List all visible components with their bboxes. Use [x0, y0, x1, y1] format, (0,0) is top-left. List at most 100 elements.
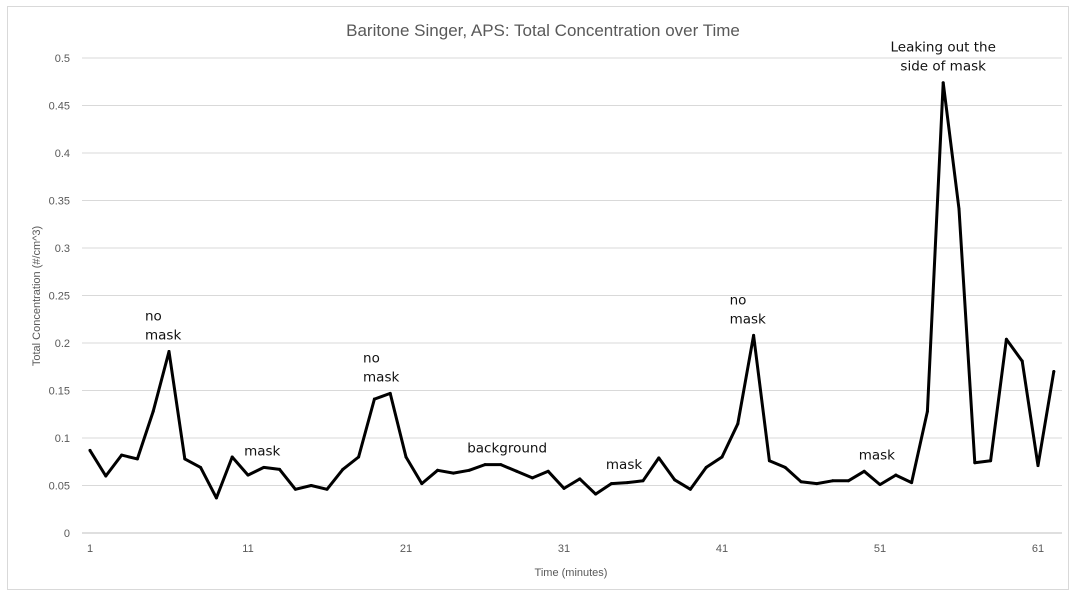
annotation-label: mask: [606, 457, 642, 473]
data-point: [578, 477, 582, 481]
data-point: [799, 480, 803, 484]
gridlines: [82, 57, 1062, 534]
data-point: [278, 467, 282, 471]
data-point: [941, 81, 945, 85]
data-point: [151, 409, 155, 413]
x-tick-label: 11: [242, 543, 253, 555]
x-tick-label: 31: [558, 543, 570, 555]
data-point: [499, 463, 503, 467]
y-axis-title: Total Concentration (#/cm^3): [31, 226, 43, 366]
x-tick-label: 21: [400, 543, 412, 555]
data-point: [420, 482, 424, 486]
y-tick-label: 0.15: [49, 386, 70, 398]
y-tick-label: 0.45: [49, 101, 70, 113]
data-point: [657, 456, 661, 460]
data-point: [736, 422, 740, 426]
data-point: [562, 486, 566, 490]
x-axis-title: Time (minutes): [535, 567, 608, 579]
data-point: [815, 482, 819, 486]
data-point: [515, 469, 519, 473]
data-point: [309, 484, 313, 487]
annotation-label: Leaking out the: [890, 40, 995, 56]
y-tick-label: 0.1: [55, 433, 70, 445]
data-point: [957, 207, 961, 211]
data-point: [167, 350, 171, 354]
data-point: [246, 473, 250, 477]
x-tick-label: 51: [874, 543, 886, 555]
y-tick-label: 0.5: [55, 53, 70, 65]
data-point: [357, 455, 361, 459]
data-point: [436, 468, 440, 472]
y-tick-label: 0.2: [55, 338, 70, 350]
data-point: [783, 465, 787, 469]
annotation-label: mask: [859, 447, 895, 463]
data-point: [894, 473, 898, 477]
data-point: [293, 487, 297, 491]
annotation-label: mask: [363, 369, 399, 385]
data-point: [530, 476, 534, 480]
annotation-label: mask: [730, 311, 766, 327]
data-point: [1020, 359, 1024, 363]
data-point: [451, 471, 455, 475]
data-point: [214, 496, 218, 500]
annotation-label: no: [363, 350, 380, 366]
annotation-label: mask: [145, 328, 181, 344]
data-point: [594, 492, 598, 496]
data-point: [104, 474, 108, 478]
data-point: [862, 469, 866, 473]
annotation-label: no: [145, 309, 162, 325]
data-point: [673, 478, 677, 482]
chart-frame: [7, 6, 1069, 590]
data-point: [720, 455, 724, 459]
y-tick-label: 0: [64, 528, 70, 540]
x-tick-label: 61: [1032, 543, 1044, 555]
y-tick-label: 0.05: [49, 481, 70, 493]
data-point: [625, 481, 629, 485]
data-point: [609, 482, 613, 486]
data-point: [483, 463, 487, 467]
data-point: [831, 479, 835, 483]
data-point: [704, 465, 708, 469]
annotations: no mask mask no mask background mask no mask mask…: [145, 40, 996, 473]
y-tick-label: 0.4: [55, 148, 70, 160]
data-point: [388, 391, 392, 395]
data-point: [341, 467, 345, 471]
data-point: [989, 459, 993, 463]
y-axis-ticks: 0 0.05 0.1 0.15 0.2 0.25 0.3 0.35 0.4 0.45 0.5: [49, 53, 70, 540]
data-point: [767, 459, 771, 463]
data-point: [752, 333, 756, 337]
y-tick-label: 0.25: [49, 291, 70, 303]
data-point: [262, 465, 266, 469]
data-point: [199, 465, 203, 469]
data-point: [120, 453, 124, 457]
x-tick-label: 1: [87, 543, 93, 555]
data-point: [1052, 370, 1056, 373]
data-point: [88, 448, 92, 452]
data-point: [925, 409, 929, 413]
y-tick-label: 0.3: [55, 243, 70, 255]
series-line: [88, 81, 1056, 500]
series-layer: [88, 81, 1056, 500]
data-point: [846, 479, 850, 483]
data-point: [688, 487, 692, 491]
y-tick-label: 0.35: [49, 196, 70, 208]
x-tick-label: 41: [716, 543, 728, 555]
data-point: [372, 397, 376, 401]
data-point: [546, 469, 550, 473]
data-point: [641, 479, 645, 483]
annotation-label: side of mask: [900, 59, 986, 75]
annotation-label: mask: [244, 443, 280, 459]
x-axis-ticks: 1 11 21 31 41 51 61: [87, 543, 1044, 555]
data-point: [1036, 464, 1040, 468]
data-point: [910, 481, 914, 485]
data-point: [325, 487, 329, 491]
annotation-label: background: [467, 441, 547, 457]
data-point: [183, 457, 187, 461]
data-point: [404, 455, 408, 459]
data-point: [467, 468, 471, 472]
data-point: [1004, 337, 1008, 341]
data-point: [878, 483, 882, 487]
data-point: [230, 455, 234, 459]
data-point: [135, 457, 139, 461]
